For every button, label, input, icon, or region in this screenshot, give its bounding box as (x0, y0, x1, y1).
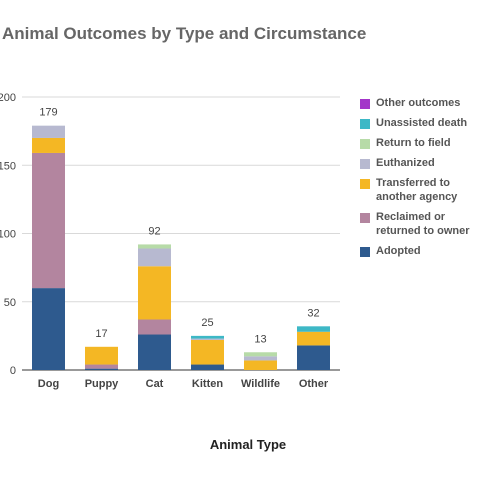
legend-swatch (360, 159, 370, 169)
legend-label: Unassisted death (376, 117, 468, 129)
y-tick-label: 150 (0, 160, 16, 172)
legend-item: Adopted (360, 244, 480, 258)
bar-segment (138, 319, 171, 335)
bar-segment (297, 345, 330, 370)
x-tick-label: Wildlife (241, 378, 280, 390)
total-data-label: 179 (39, 107, 57, 119)
bar-segment (32, 125, 65, 138)
total-data-label: 17 (95, 328, 107, 340)
chart-title: Animal Outcomes by Type and Circumstance (2, 24, 367, 43)
bar-segment (32, 288, 65, 370)
legend-swatch (360, 99, 370, 109)
y-tick-label: 100 (0, 229, 16, 241)
legend-swatch (360, 247, 370, 257)
legend-swatch (360, 213, 370, 223)
bar-segment (191, 364, 224, 370)
bar-segment (85, 364, 118, 369)
total-data-label: 32 (307, 307, 319, 319)
chart-legend: Other outcomes Unassisted death Return to … (360, 96, 480, 264)
y-tick-label: 200 (0, 92, 16, 104)
x-tick-label: Other (299, 378, 329, 390)
bar-segment (138, 266, 171, 320)
total-data-label: 92 (148, 225, 160, 237)
x-tick-label: Cat (146, 378, 164, 390)
legend-item: Unassisted death (360, 116, 480, 130)
legend-swatch (360, 119, 370, 129)
legend-label: Other outcomes (376, 97, 461, 109)
legend-swatch (360, 139, 370, 149)
x-axis-label: Animal Type (209, 437, 287, 452)
legend-item: Return to field (360, 136, 480, 150)
bar-segment (191, 338, 224, 340)
bar-segment (138, 248, 171, 267)
x-tick-label: Puppy (85, 378, 119, 390)
bar-segment (85, 368, 118, 370)
bar-segment (297, 331, 330, 346)
legend-item: Transferred to another agency (360, 176, 480, 204)
total-data-label: 25 (201, 317, 213, 329)
bar-segment (191, 335, 224, 339)
bar-segment (297, 326, 330, 332)
total-data-label: 13 (254, 333, 266, 345)
bar-segment (244, 352, 277, 357)
legend-label: Transferred to another agency (376, 177, 458, 203)
legend-item: Reclaimed or returned to owner (360, 210, 480, 238)
legend-swatch (360, 179, 370, 189)
bar-segment (32, 137, 65, 153)
bar-segment (32, 152, 65, 289)
x-tick-label: Dog (38, 378, 59, 390)
bar-segment (244, 360, 277, 370)
bar-segment (138, 244, 171, 249)
bar-segment (191, 339, 224, 365)
legend-item: Euthanized (360, 156, 480, 170)
y-tick-label: 50 (4, 297, 16, 309)
x-tick-label: Kitten (192, 378, 223, 390)
bar-segment (85, 346, 118, 365)
legend-item: Other outcomes (360, 96, 480, 110)
bar-segment (244, 356, 277, 361)
legend-label: Return to field (376, 137, 451, 149)
legend-label: Reclaimed or returned to owner (376, 211, 470, 237)
legend-label: Euthanized (376, 157, 435, 169)
y-tick-label: 0 (10, 365, 16, 377)
bar-segment (138, 334, 171, 370)
legend-label: Adopted (376, 245, 421, 257)
